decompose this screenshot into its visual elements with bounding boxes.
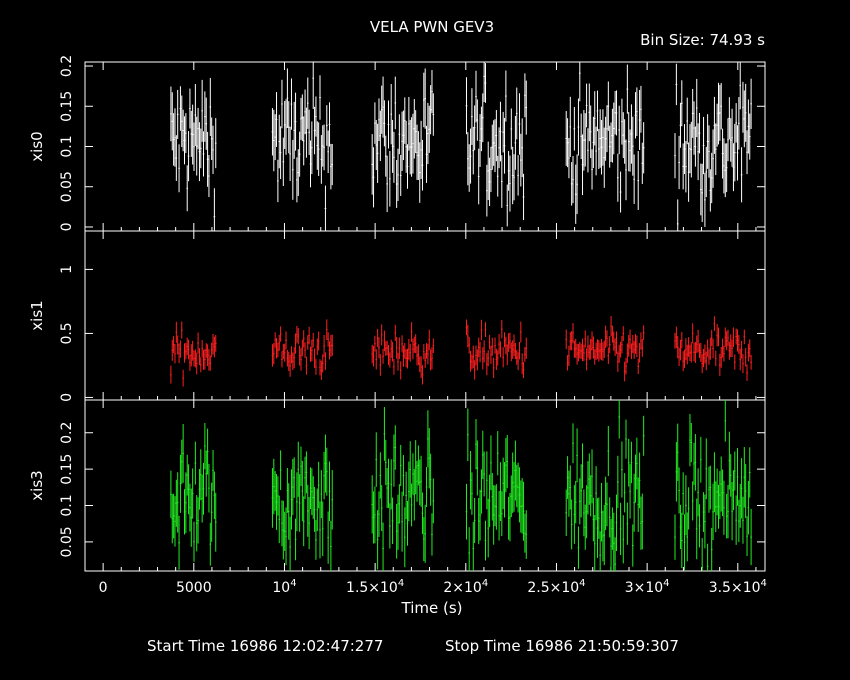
series-xis1 <box>170 316 752 387</box>
x-tick-label: 2.5×104 <box>527 578 585 596</box>
x-tick-label: 2×104 <box>443 578 488 596</box>
chart-title: VELA PWN GEV3 <box>370 18 494 36</box>
x-tick-label: 3×104 <box>625 578 670 596</box>
y-tick-label: 0.5 <box>59 322 75 344</box>
panel-frame <box>84 399 766 572</box>
y-tick-label: 0.15 <box>59 454 75 485</box>
x-tick-exponent: 4 <box>290 578 296 589</box>
y-axis-label: xis1 <box>28 300 46 330</box>
y-tick-label: 0.15 <box>59 91 75 122</box>
x-tick-label: 0 <box>99 580 108 596</box>
y-tick-label: 0.05 <box>59 526 75 557</box>
panel-xis3: 0.05 0.1 0.15 0.2 xis3 <box>28 399 766 572</box>
y-tick-label: 0 <box>59 223 75 232</box>
x-tick-exponent: 4 <box>579 578 585 589</box>
x-tick-label: 5000 <box>176 580 212 596</box>
x-tick-exponent: 4 <box>398 578 404 589</box>
y-tick-label: 0 <box>59 393 75 402</box>
stop-time-label: Stop Time 16986 21:50:59:307 <box>445 637 679 655</box>
y-tick-label: 0.2 <box>59 55 75 77</box>
series-xis3 <box>170 400 752 571</box>
start-time-label: Start Time 16986 12:02:47:277 <box>147 637 383 655</box>
y-tick-label: 0.1 <box>59 494 75 516</box>
x-tick-exponent: 4 <box>482 578 488 589</box>
y-tick-label: 0.2 <box>59 422 75 444</box>
panel-xis0: 0 0.05 0.1 0.15 0.2 xis0 <box>28 55 766 232</box>
series-xis0 <box>170 62 752 231</box>
panel-xis1: 0 0.5 1 xis1 <box>28 230 766 402</box>
panels-group: 00.050.10.150.2xis000.51xis10.050.10.150… <box>28 55 767 596</box>
panel-frame <box>84 230 766 401</box>
x-tick-exponent: 4 <box>663 578 669 589</box>
x-tick-label: 3.5×104 <box>709 578 767 596</box>
x-axis-label: Time (s) <box>401 599 463 617</box>
x-tick-exponent: 4 <box>761 578 767 589</box>
bin-size-label: Bin Size: 74.93 s <box>640 31 765 49</box>
y-tick-label: 0.1 <box>59 135 75 157</box>
y-axis-label: xis0 <box>28 131 46 161</box>
y-tick-label: 1 <box>59 265 75 274</box>
x-tick-label: 104 <box>272 578 296 596</box>
y-axis-label: xis3 <box>28 470 46 500</box>
y-tick-label: 0.05 <box>59 171 75 202</box>
x-tick-label: 1.5×104 <box>346 578 404 596</box>
